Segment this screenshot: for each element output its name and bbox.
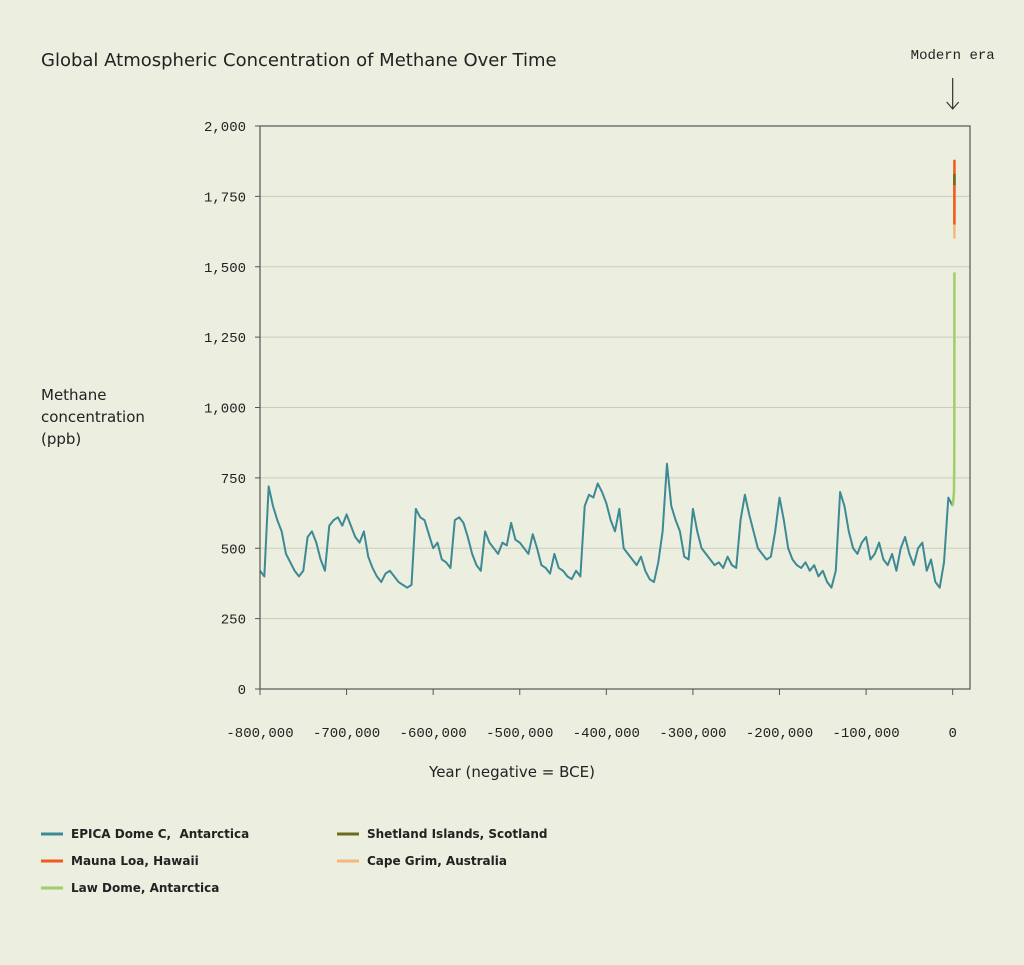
legend-label: Shetland Islands, Scotland: [367, 827, 548, 841]
y-tick-label: 1,500: [204, 261, 246, 277]
y-tick-label: 250: [221, 613, 246, 629]
y-tick-label: 1,750: [204, 190, 246, 206]
y-tick-label: 2,000: [204, 120, 246, 136]
y-axis-label: Methane concentration (ppb): [41, 386, 145, 448]
y-tick-label: 1,000: [204, 402, 246, 418]
y-tick-label: 1,250: [204, 331, 246, 347]
series-line: [951, 272, 956, 507]
legend-label: EPICA Dome C, Antarctica: [71, 827, 249, 841]
legend-label: Cape Grim, Australia: [367, 854, 507, 868]
x-tick-label: -100,000: [832, 726, 899, 742]
y-tick-label: 500: [221, 542, 246, 558]
x-tick-label: -800,000: [226, 726, 293, 742]
legend-label: Law Dome, Antarctica: [71, 881, 219, 895]
annotation-arrow: [946, 78, 960, 110]
annotation: Modern era: [911, 48, 995, 64]
y-tick-label: 0: [238, 683, 246, 699]
x-tick-label: 0: [948, 726, 956, 742]
x-tick-label: -500,000: [486, 726, 553, 742]
x-axis-label: Year (negative = BCE): [428, 763, 595, 781]
lines: [259, 159, 956, 589]
series-line: [259, 462, 954, 589]
legend-label: Mauna Loa, Hawaii: [71, 854, 199, 868]
y-tick-label: 750: [221, 472, 246, 488]
chart-title: Global Atmospheric Concentration of Meth…: [41, 50, 557, 71]
grid: [260, 125, 970, 690]
x-tick-label: -600,000: [400, 726, 467, 742]
ticks: 0 250 500 750 1,000 1,250 1,500 1,750 2,000 -800,…: [204, 120, 957, 742]
x-tick-label: -200,000: [746, 726, 813, 742]
x-tick-label: -700,000: [313, 726, 380, 742]
x-tick-label: -400,000: [573, 726, 640, 742]
legend: EPICA Dome C, Antarctica Mauna Loa, Hawai…: [41, 827, 548, 895]
x-tick-label: -300,000: [659, 726, 726, 742]
